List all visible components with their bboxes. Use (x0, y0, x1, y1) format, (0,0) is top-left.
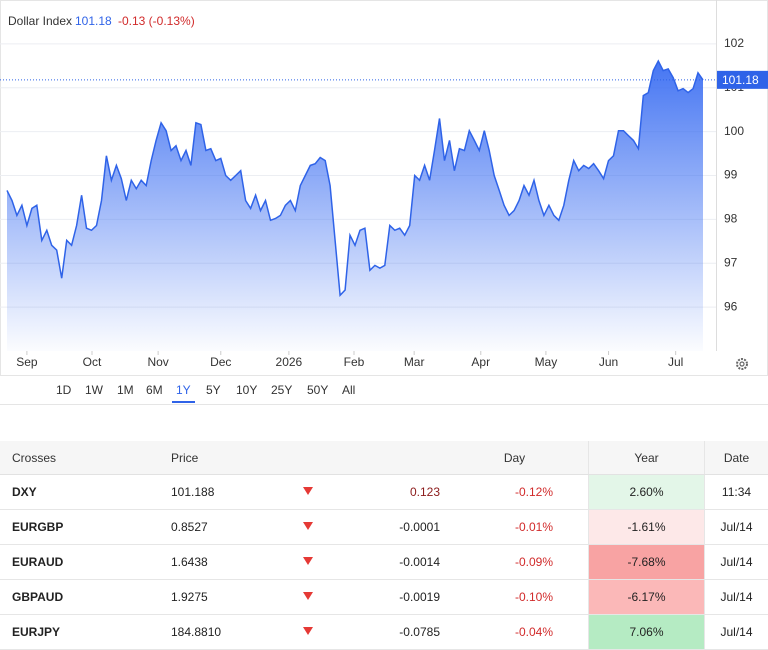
date: 11:34 (705, 475, 768, 510)
symbol: EURAUD (0, 545, 159, 580)
x-tick-label: Apr (471, 355, 490, 369)
x-tick-label: Mar (404, 355, 425, 369)
col-header: Crosses (0, 441, 159, 475)
range-button[interactable]: 25Y (267, 383, 296, 401)
settings-icon[interactable] (737, 359, 747, 369)
change: -0.0014 (329, 545, 441, 580)
date: Jul/14 (705, 510, 768, 545)
x-tick-label: Feb (344, 355, 365, 369)
symbol: EURGBP (0, 510, 159, 545)
col-header: Date (705, 441, 768, 475)
down-arrow (302, 486, 314, 496)
y-tick-label: 98 (724, 212, 738, 226)
down-arrow (302, 521, 314, 531)
col-header: Year (589, 441, 705, 475)
header-price: 101.18 (75, 14, 112, 28)
change: 0.123 (329, 475, 441, 510)
range-button[interactable]: 1W (81, 383, 107, 401)
range-button[interactable]: 1M (113, 383, 138, 401)
price: 1.9275 (159, 580, 287, 615)
symbol: EURJPY (0, 615, 159, 650)
day-change: -0.01% (441, 510, 589, 545)
y-tick-label: 102 (724, 36, 744, 50)
last-price-label: 101.18 (722, 73, 759, 87)
x-tick-label: Sep (16, 355, 38, 369)
header-change: -0.13 (-0.13%) (118, 14, 195, 28)
day-change: -0.12% (441, 475, 589, 510)
x-tick-label: May (535, 355, 558, 369)
page: Dollar Index 101.18 -0.13 (-0.13%) 96 97 9… (0, 0, 768, 635)
date: Jul/14 (705, 615, 768, 650)
x-tick-label: Jun (599, 355, 618, 369)
range-button[interactable]: 5Y (202, 383, 225, 401)
date: Jul/14 (705, 580, 768, 615)
date: Jul/14 (705, 545, 768, 580)
range-button[interactable]: 10Y (232, 383, 261, 401)
arrow (287, 580, 329, 615)
table-header: Crosses Price Day Year Date (0, 441, 768, 475)
range-button[interactable]: 50Y (303, 383, 332, 401)
x-tick-label: Dec (210, 355, 231, 369)
y-tick-label: 96 (724, 299, 738, 313)
y-tick-label: 100 (724, 124, 744, 138)
price: 101.188 (159, 475, 287, 510)
change: -0.0001 (329, 510, 441, 545)
year-change: -1.61% (589, 510, 705, 545)
chart: Dollar Index 101.18 -0.13 (-0.13%) 96 97 9… (0, 0, 768, 376)
y-tick-label: 99 (724, 168, 738, 182)
day-change: -0.10% (441, 580, 589, 615)
change: -0.0019 (329, 580, 441, 615)
down-arrow (302, 591, 314, 601)
y-tick-label: 97 (724, 255, 738, 269)
price: 184.8810 (159, 615, 287, 650)
arrow (287, 510, 329, 545)
year-change: 7.06% (589, 615, 705, 650)
price: 1.6438 (159, 545, 287, 580)
symbol: GBPAUD (0, 580, 159, 615)
x-tick-label: Oct (83, 355, 102, 369)
year-change: 2.60% (589, 475, 705, 510)
area-fill (7, 61, 703, 351)
change: -0.0785 (329, 615, 441, 650)
price: 0.8527 (159, 510, 287, 545)
x-tick-label: Jul (668, 355, 683, 369)
chart-title: Dollar Index (8, 14, 72, 28)
arrow (287, 475, 329, 510)
x-tick-label: Nov (147, 355, 168, 369)
arrow (287, 615, 329, 650)
range-button[interactable]: 1D (52, 383, 75, 401)
col-header: Price (159, 441, 287, 475)
range-button[interactable]: 1Y (172, 383, 195, 403)
year-change: -7.68% (589, 545, 705, 580)
symbol: DXY (0, 475, 159, 510)
day-change: -0.04% (441, 615, 589, 650)
x-tick-label: 2026 (276, 355, 303, 369)
arrow (287, 545, 329, 580)
col-header: Day (441, 441, 589, 475)
down-arrow (302, 556, 314, 566)
day-change: -0.09% (441, 545, 589, 580)
range-button[interactable]: All (338, 383, 359, 401)
range-button[interactable]: 6M (142, 383, 167, 401)
year-change: -6.17% (589, 580, 705, 615)
